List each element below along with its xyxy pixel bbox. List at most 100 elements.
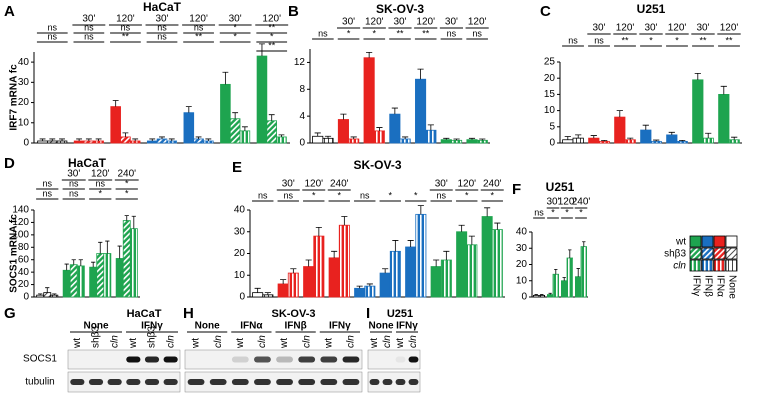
bar — [166, 140, 178, 144]
panel-letter: A — [4, 3, 15, 20]
bar — [328, 257, 340, 298]
bar — [338, 224, 350, 298]
bar — [43, 292, 52, 298]
legend-swatch — [689, 259, 702, 272]
blot-band — [382, 379, 393, 385]
significance-label: ns — [157, 31, 167, 41]
error-bar — [582, 241, 586, 247]
bar — [276, 136, 287, 144]
error-bar — [366, 51, 373, 58]
blot-band — [163, 379, 178, 385]
y-tick-label: 5 — [549, 121, 555, 132]
significance-label: ns — [568, 35, 578, 45]
error-bar — [264, 292, 271, 295]
bar — [598, 140, 610, 144]
bar — [193, 138, 204, 144]
significance-label: ns — [283, 190, 293, 200]
y-tick-label: 40 — [234, 205, 246, 216]
bar — [440, 259, 452, 298]
significance-label: ** — [268, 40, 276, 50]
bar — [650, 140, 662, 144]
legend-swatch — [725, 247, 738, 260]
error-bar — [159, 136, 165, 139]
error-bar — [540, 294, 544, 296]
significance-label: ns — [157, 22, 167, 32]
significance-label: * — [125, 188, 129, 198]
significance-label: * — [388, 190, 392, 200]
significance-label: ns — [534, 207, 544, 217]
significance-label: * — [337, 190, 341, 200]
significance-label: * — [490, 190, 494, 200]
error-bar — [39, 138, 46, 141]
error-bar — [402, 136, 409, 139]
bar — [229, 118, 241, 144]
blot-band — [126, 379, 141, 385]
lane-label: cln — [301, 335, 312, 348]
significance-label: ns — [258, 190, 268, 200]
bar — [476, 139, 488, 144]
error-bar — [407, 240, 414, 247]
error-bar — [554, 268, 558, 275]
bar — [425, 129, 437, 144]
significance-label: ** — [122, 31, 130, 41]
blot-band — [144, 356, 160, 363]
significance-label: ** — [422, 28, 430, 38]
blot-row-label: tubulin — [25, 377, 54, 388]
error-bar — [149, 138, 156, 141]
bar — [692, 79, 704, 144]
error-bar — [305, 259, 312, 267]
blot-title: SK-OV-3 — [271, 308, 315, 320]
blot-band — [408, 356, 419, 363]
panel-letter: H — [183, 305, 194, 322]
blot-band — [254, 379, 271, 385]
bar — [146, 140, 158, 144]
error-bar — [356, 285, 363, 289]
lane-label: wt — [279, 338, 290, 349]
lane-label: shβ3 — [91, 326, 102, 348]
bar — [575, 276, 582, 298]
error-bar — [391, 107, 398, 115]
bar — [56, 140, 68, 144]
bar — [702, 137, 714, 144]
bar — [614, 116, 626, 144]
time-label: 120' — [304, 179, 323, 190]
error-bar — [132, 138, 139, 141]
panel-letter: D — [4, 155, 15, 172]
bar — [76, 265, 85, 298]
blot-band — [107, 379, 122, 385]
significance-label: ns — [594, 35, 604, 45]
lane-label: cln — [165, 335, 176, 348]
error-bar — [458, 224, 465, 232]
y-tick-label: 10 — [18, 117, 30, 128]
bar — [69, 264, 78, 298]
error-bar — [185, 106, 192, 113]
error-bar — [468, 235, 475, 245]
panel-letter: F — [512, 181, 521, 198]
bar — [156, 138, 168, 144]
bar — [405, 246, 417, 298]
bar — [337, 119, 349, 144]
significance-label: * — [465, 190, 469, 200]
panel-title: SK-OV-3 — [353, 158, 401, 172]
bar — [322, 137, 334, 144]
time-label: 120' — [116, 14, 135, 25]
error-bar — [668, 131, 675, 135]
error-bar — [222, 71, 229, 85]
bar — [287, 272, 299, 298]
bar — [364, 285, 376, 298]
bar — [562, 139, 574, 144]
bar — [451, 139, 463, 144]
blot-group-label: IFNβ — [285, 321, 307, 332]
blot-band — [144, 379, 160, 385]
blot-band — [231, 379, 249, 385]
y-tick-label: 0 — [23, 292, 29, 303]
error-bar — [95, 138, 102, 141]
error-bar — [417, 205, 424, 215]
bar — [389, 113, 401, 144]
error-bar — [534, 294, 538, 296]
time-label: 30' — [546, 197, 559, 208]
significance-label: ns — [69, 188, 79, 198]
error-bar — [443, 137, 450, 140]
bar — [415, 78, 427, 144]
blot-membrane — [67, 371, 181, 393]
